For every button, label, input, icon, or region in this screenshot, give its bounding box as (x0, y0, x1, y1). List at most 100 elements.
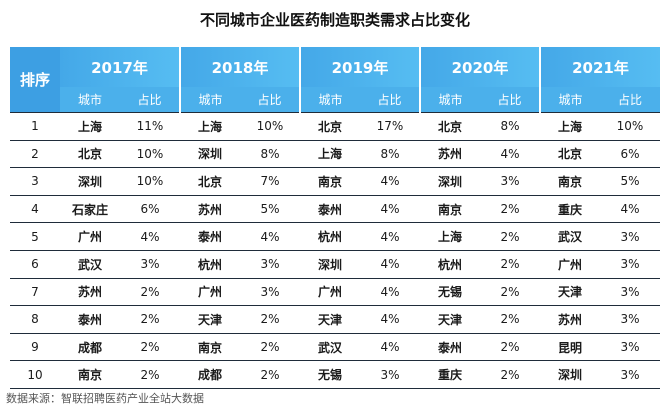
share-cell: 3% (600, 305, 660, 334)
share-cell: 3% (120, 250, 180, 279)
share-cell: 4% (120, 222, 180, 251)
share-cell: 8% (480, 112, 540, 141)
share-column-header: 占比 (120, 87, 180, 113)
city-cell: 杭州 (420, 250, 480, 279)
year-header: 2020年 (419, 47, 540, 87)
city-cell: 武汉 (300, 333, 360, 362)
share-cell: 2% (240, 333, 300, 362)
share-cell: 2% (120, 360, 180, 389)
share-cell: 2% (240, 305, 300, 334)
share-cell: 4% (360, 195, 420, 224)
source-note: 数据来源：智联招聘医药产业全站大数据 (6, 392, 204, 405)
share-cell: 3% (600, 278, 660, 307)
city-cell: 上海 (300, 140, 360, 169)
share-cell: 2% (480, 360, 540, 389)
share-cell: 4% (360, 222, 420, 251)
city-cell: 成都 (60, 333, 120, 362)
share-cell: 2% (120, 278, 180, 307)
city-column-header: 城市 (60, 87, 120, 113)
year-header: 2018年 (179, 47, 300, 87)
share-cell: 2% (120, 333, 180, 362)
city-cell: 广州 (300, 278, 360, 307)
city-cell: 苏州 (180, 195, 240, 224)
table-body: 1 上海 11% 上海 10% 北京 17% 北京 8% 上海 10% 2 北京 10% 深圳 8% 上海 8% 苏… (10, 112, 660, 389)
share-cell: 4% (480, 140, 540, 169)
city-cell: 重庆 (420, 360, 480, 389)
city-cell: 苏州 (60, 278, 120, 307)
rank-cell: 5 (10, 222, 60, 251)
table-row: 2 北京 10% 深圳 8% 上海 8% 苏州 4% 北京 6% (10, 140, 660, 169)
share-cell: 8% (360, 140, 420, 169)
table-row: 6 武汉 3% 杭州 3% 深圳 4% 杭州 2% 广州 3% (10, 250, 660, 279)
city-cell: 深圳 (420, 167, 480, 196)
city-cell: 上海 (180, 112, 240, 141)
city-cell: 泰州 (60, 305, 120, 334)
share-cell: 3% (600, 222, 660, 251)
share-cell: 3% (600, 333, 660, 362)
city-cell: 泰州 (420, 333, 480, 362)
city-cell: 深圳 (300, 250, 360, 279)
city-cell: 苏州 (420, 140, 480, 169)
city-cell: 广州 (60, 222, 120, 251)
rank-header: 排序 (10, 47, 60, 113)
year-header: 2017年 (60, 47, 180, 87)
rank-cell: 8 (10, 305, 60, 334)
city-cell: 昆明 (540, 333, 600, 362)
rank-cell: 1 (10, 112, 60, 141)
city-cell: 无锡 (300, 360, 360, 389)
city-column-header: 城市 (419, 87, 480, 113)
share-cell: 4% (360, 305, 420, 334)
table-row: 1 上海 11% 上海 10% 北京 17% 北京 8% 上海 10% (10, 112, 660, 141)
city-column-header: 城市 (299, 87, 360, 113)
share-cell: 5% (600, 167, 660, 196)
share-cell: 10% (600, 112, 660, 141)
chart-title: 不同城市企业医药制造职类需求占比变化 (199, 11, 470, 29)
share-cell: 2% (480, 195, 540, 224)
city-cell: 北京 (300, 112, 360, 141)
city-cell: 深圳 (60, 167, 120, 196)
city-cell: 无锡 (420, 278, 480, 307)
city-cell: 天津 (420, 305, 480, 334)
share-column-header: 占比 (240, 87, 300, 113)
city-cell: 武汉 (60, 250, 120, 279)
year-header: 2019年 (299, 47, 420, 87)
share-cell: 17% (360, 112, 420, 141)
city-cell: 深圳 (180, 140, 240, 169)
share-cell: 3% (240, 278, 300, 307)
city-cell: 重庆 (540, 195, 600, 224)
rank-cell: 2 (10, 140, 60, 169)
city-cell: 杭州 (300, 222, 360, 251)
city-cell: 天津 (540, 278, 600, 307)
city-cell: 天津 (300, 305, 360, 334)
city-cell: 深圳 (540, 360, 600, 389)
rank-cell: 7 (10, 278, 60, 307)
share-cell: 10% (240, 112, 300, 141)
share-column-header: 占比 (360, 87, 420, 113)
share-cell: 6% (120, 195, 180, 224)
table-row: 8 泰州 2% 天津 2% 天津 4% 天津 2% 苏州 3% (10, 305, 660, 334)
table-row: 9 成都 2% 南京 2% 武汉 4% 泰州 2% 昆明 3% (10, 333, 660, 362)
city-cell: 南京 (420, 195, 480, 224)
table-row: 5 广州 4% 泰州 4% 杭州 4% 上海 2% 武汉 3% (10, 222, 660, 251)
share-cell: 2% (480, 305, 540, 334)
city-cell: 广州 (540, 250, 600, 279)
city-cell: 杭州 (180, 250, 240, 279)
city-cell: 石家庄 (60, 195, 120, 224)
share-cell: 10% (120, 140, 180, 169)
city-cell: 北京 (60, 140, 120, 169)
share-cell: 3% (480, 167, 540, 196)
city-cell: 北京 (420, 112, 480, 141)
city-cell: 南京 (60, 360, 120, 389)
city-cell: 广州 (180, 278, 240, 307)
share-cell: 11% (120, 112, 180, 141)
city-cell: 泰州 (300, 195, 360, 224)
share-cell: 8% (240, 140, 300, 169)
city-share-table: 排序 2017年 2018年 2019年 2020年 2021年 城市 占比 城市 占比 城市占… (10, 47, 660, 389)
city-column-header: 城市 (179, 87, 240, 113)
share-cell: 4% (360, 167, 420, 196)
share-cell: 2% (480, 222, 540, 251)
city-cell: 北京 (180, 167, 240, 196)
table-row: 4 石家庄 6% 苏州 5% 泰州 4% 南京 2% 重庆 4% (10, 195, 660, 224)
table-row: 7 苏州 2% 广州 3% 广州 4% 无锡 2% 天津 3% (10, 278, 660, 307)
city-cell: 天津 (180, 305, 240, 334)
